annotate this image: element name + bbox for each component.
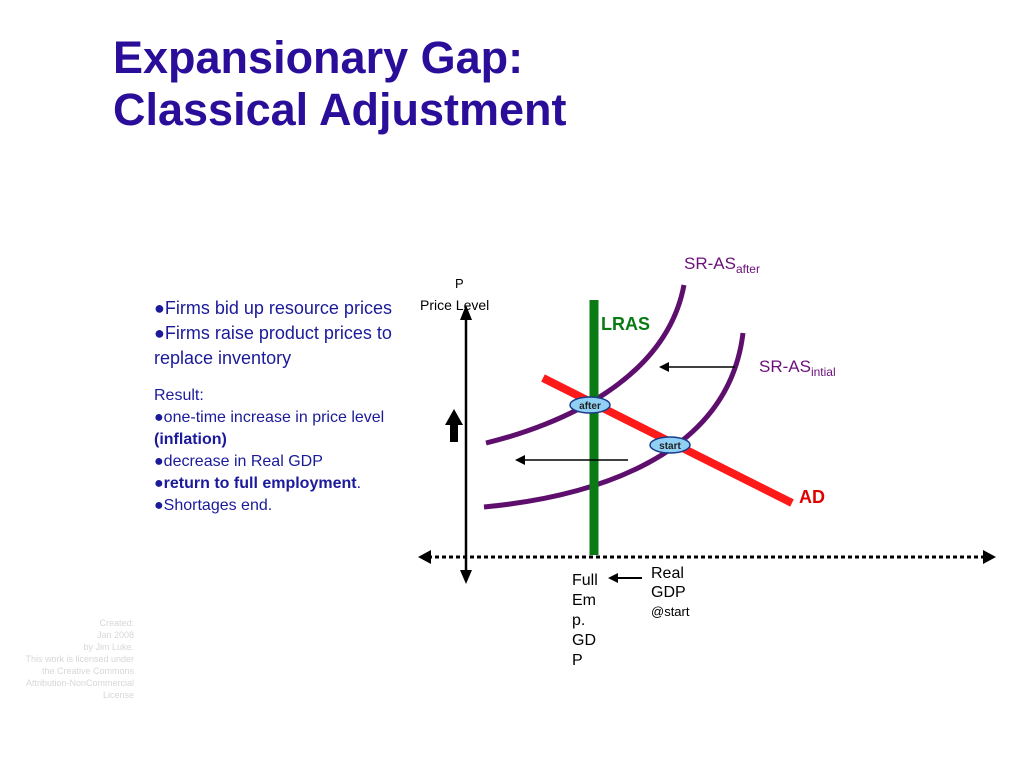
full-emp-line: GD [572, 632, 596, 649]
bullet-dot: ● [154, 409, 164, 426]
result-bold-text: (inflation) [154, 431, 227, 448]
axis-letter-p: P [455, 276, 464, 291]
full-emp-line: p. [572, 612, 586, 629]
credit-line: License [102, 690, 134, 700]
title-line-1: Expansionary Gap: [113, 32, 524, 83]
result-item: ●return to full employment. [154, 473, 399, 495]
full-emp-line: Em [572, 592, 596, 609]
bullet-text: Firms raise product prices to replace in… [154, 323, 392, 368]
result-text: decrease in Real GDP [163, 453, 323, 470]
gdp-axis-arrow-right [983, 550, 996, 564]
credit-line: Attribution-NonCommercial [25, 678, 134, 688]
credit-line: Jan 2008 [96, 630, 134, 640]
slide-title: Expansionary Gap: Classical Adjustment [113, 32, 566, 136]
real-gdp-at-start: @start [651, 604, 690, 619]
price-rise-arrow-shaft [450, 423, 458, 442]
result-bold-text: return to full employment [163, 475, 357, 492]
credit-line: This work is licensed under [25, 654, 134, 664]
bullet-dot: ● [154, 323, 165, 343]
bullet-dot: ● [154, 453, 164, 470]
sras-initial-label: SR-ASintial [759, 357, 836, 379]
bullet-list: ●Firms bid up resource prices ●Firms rai… [154, 296, 399, 517]
price-axis-arrow-up [460, 305, 472, 320]
start-badge-label: start [659, 441, 681, 452]
full-emp-line: P [572, 652, 583, 669]
y-axis-label: Price Level [420, 297, 490, 313]
bullet-item: ●Firms raise product prices to replace i… [154, 321, 399, 371]
result-item: ●one-time increase in price level (infla… [154, 407, 399, 451]
real-gdp-start-label: Real GDP @start [651, 564, 689, 621]
sras-initial-curve [483, 332, 746, 510]
credit-line: by Jim Luke. [83, 642, 134, 652]
result-text: . [356, 475, 362, 492]
gdp-axis-arrow-left [418, 550, 431, 564]
credit-line: the Creative Commons [41, 666, 134, 676]
result-text: one-time increase in price level [163, 409, 385, 426]
sras-initial-subscript: intial [810, 365, 836, 379]
bullet-item: ●Firms bid up resource prices [154, 296, 399, 321]
bullet-text: Firms bid up resource prices [164, 298, 392, 318]
price-axis-arrow-down [460, 570, 472, 584]
title-line-2: Classical Adjustment [113, 84, 567, 135]
result-item: ●Shortages end. [154, 495, 399, 517]
result-item: ●decrease in Real GDP [154, 451, 399, 473]
sras-initial-text: SR-AS [759, 357, 811, 376]
after-badge [569, 396, 611, 414]
lras-label: LRAS [601, 314, 650, 334]
sras-after-text: SR-AS [684, 254, 736, 273]
sras-after-subscript: after [735, 262, 760, 276]
bullet-dot: ● [154, 475, 164, 492]
bullet-dot: ● [154, 298, 165, 318]
license-credit: Created: Jan 2008 by Jim Luke. This work… [6, 617, 134, 701]
full-emp-gdp-label: Full Em p. GD P [572, 571, 598, 671]
credit-line: Created: [99, 618, 134, 628]
sras-after-curve [485, 284, 687, 446]
real-gdp-line: Real [651, 565, 684, 582]
bullet-dot: ● [154, 497, 164, 514]
ad-label: AD [799, 487, 825, 507]
start-badge [649, 436, 691, 454]
result-text: Shortages end. [163, 497, 273, 514]
result-heading: Result: [154, 387, 204, 404]
price-rise-arrow-head [445, 409, 463, 425]
sras-after-label: SR-ASafter [684, 254, 760, 276]
real-gdp-line: GDP [651, 584, 686, 601]
full-emp-line: Full [572, 572, 598, 589]
after-badge-label: after [579, 401, 601, 412]
